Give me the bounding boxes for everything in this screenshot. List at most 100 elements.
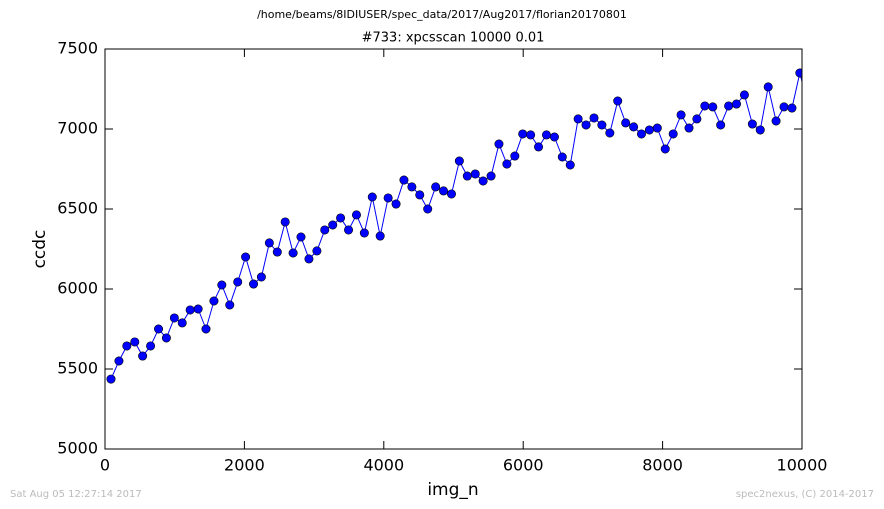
data-point — [177, 318, 187, 328]
plot-frame — [104, 48, 803, 450]
data-point — [684, 123, 694, 133]
data-point — [557, 152, 567, 162]
suptitle: /home/beams/8IDIUSER/spec_data/2017/Aug2… — [257, 8, 627, 21]
data-point — [771, 116, 781, 126]
data-point — [336, 213, 346, 223]
x-tick-label: 2000 — [224, 456, 265, 475]
data-point — [312, 246, 322, 256]
data-point — [755, 125, 765, 135]
data-point — [154, 324, 164, 334]
data-point — [668, 129, 678, 139]
data-point — [391, 199, 401, 209]
x-tick-label: 8000 — [642, 456, 683, 475]
data-point — [241, 252, 251, 262]
data-point — [589, 113, 599, 123]
data-point — [494, 139, 504, 149]
data-point — [787, 103, 797, 113]
chart-title: #733: xpcsscan 10000 0.01 — [362, 31, 545, 46]
data-point — [383, 193, 393, 203]
data-point — [534, 142, 544, 152]
data-point — [249, 279, 259, 289]
data-point — [629, 122, 639, 132]
data-point — [106, 374, 116, 384]
data-point — [367, 192, 377, 202]
data-point — [739, 90, 749, 100]
data-point — [272, 247, 282, 257]
data-point — [565, 160, 575, 170]
data-point — [700, 101, 710, 111]
data-point — [407, 182, 417, 192]
data-point — [502, 159, 512, 169]
data-point — [446, 189, 456, 199]
data-point — [660, 144, 670, 154]
data-point — [296, 232, 306, 242]
y-axis-label: ccdc — [30, 230, 50, 269]
data-point — [731, 99, 741, 109]
x-tick-label: 10000 — [777, 456, 828, 475]
data-point — [169, 313, 179, 323]
data-point — [359, 228, 369, 238]
data-point — [747, 119, 757, 129]
data-point — [423, 204, 433, 214]
data-point — [138, 351, 148, 361]
data-point — [328, 220, 338, 230]
data-point — [462, 171, 472, 181]
data-point — [581, 120, 591, 130]
plot-area — [106, 68, 802, 384]
data-point — [415, 190, 425, 200]
data-point — [280, 217, 290, 227]
data-point — [486, 171, 496, 181]
data-point — [217, 280, 227, 290]
data-point — [636, 129, 646, 139]
data-point — [351, 210, 361, 220]
footer-left: Sat Aug 05 12:27:14 2017 — [10, 489, 142, 500]
y-tick-label: 6500 — [57, 199, 98, 218]
data-point — [597, 120, 607, 130]
x-tick-label: 6000 — [503, 456, 544, 475]
data-point — [716, 120, 726, 130]
data-point — [320, 225, 330, 235]
data-point — [264, 238, 274, 248]
data-point — [399, 175, 409, 185]
data-point — [161, 333, 171, 343]
data-point — [526, 130, 536, 140]
data-point — [510, 151, 520, 161]
data-point — [201, 324, 211, 334]
y-tick-label: 5500 — [57, 359, 98, 378]
data-point — [122, 341, 132, 351]
data-point — [795, 68, 802, 78]
data-point — [304, 254, 314, 264]
x-axis-label: img_n — [427, 480, 478, 500]
data-point — [439, 186, 449, 196]
data-point — [478, 176, 488, 186]
y-tick-label: 5000 — [57, 439, 98, 458]
data-point — [256, 272, 266, 282]
data-point — [233, 277, 243, 287]
data-point — [652, 123, 662, 133]
x-tick-label: 0 — [100, 456, 110, 475]
data-point — [470, 169, 480, 179]
data-point — [518, 129, 528, 139]
data-point — [344, 225, 354, 235]
data-point — [130, 337, 140, 347]
data-point — [375, 231, 385, 241]
data-point — [605, 128, 615, 138]
data-point — [209, 296, 219, 306]
data-point — [541, 130, 551, 140]
data-point — [193, 304, 203, 314]
y-tick-label: 7500 — [57, 39, 98, 58]
data-point — [644, 125, 654, 135]
data-point — [114, 356, 124, 366]
data-point — [613, 96, 623, 106]
y-tick-label: 6000 — [57, 279, 98, 298]
data-point — [146, 341, 156, 351]
data-point — [724, 101, 734, 111]
data-point — [454, 156, 464, 166]
x-tick-label: 4000 — [363, 456, 404, 475]
data-point — [779, 102, 789, 112]
data-point — [225, 300, 235, 310]
data-point — [288, 248, 298, 258]
data-point — [573, 114, 583, 124]
footer-right: spec2nexus, (C) 2014-2017 — [736, 489, 874, 500]
